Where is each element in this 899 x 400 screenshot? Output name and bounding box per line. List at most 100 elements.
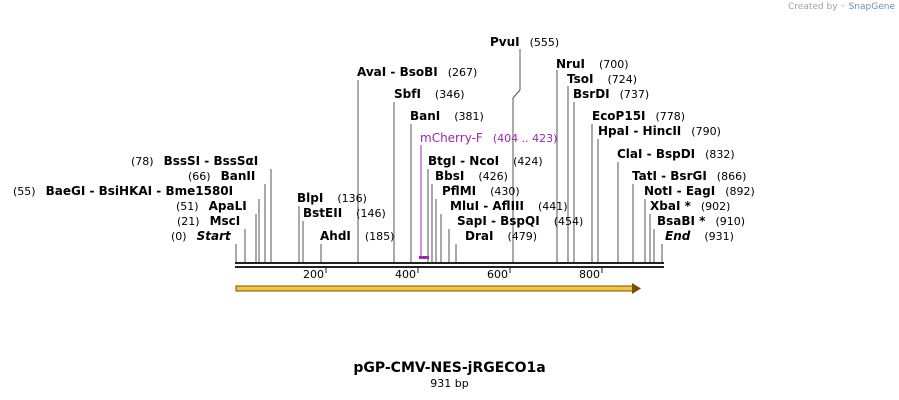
site-pos-msci: (21) (177, 215, 200, 228)
site-label-tati[interactable]: TatI - BsrGI (632, 169, 707, 183)
site-label-end[interactable]: End (665, 229, 691, 243)
svg-text:(51)ApaLI: (51) ApaLI (176, 199, 247, 213)
svg-text:(0)Start: (0) Start (171, 229, 232, 243)
site-pos-tsoi: (724) (607, 73, 637, 86)
svg-text:NruI(700): NruI (700) (556, 57, 629, 71)
site-label-bsabi[interactable]: BsaBI * (657, 214, 706, 228)
site-label-banii[interactable]: BanII (221, 169, 256, 183)
svg-text:MluI - AflIII(441): MluI - AflIII (441) (450, 199, 568, 213)
site-pos-bsrdi: (737) (620, 88, 650, 101)
plasmid-title: pGP-CMV-NES-jRGECO1a (353, 360, 546, 376)
plasmid-length: 931 bp (430, 377, 469, 390)
site-pos-ahdi: (185) (365, 230, 395, 243)
site-pos-bani: (381) (454, 110, 484, 123)
site-label-baegi[interactable]: BaeGI - BsiHKAI - Bme1580I (46, 184, 234, 198)
site-label-pvui[interactable]: PvuI (490, 35, 520, 49)
svg-text:BanI(381): BanI (381) (410, 109, 484, 123)
site-pos-pflmi: (430) (490, 185, 520, 198)
svg-text:BbsI(426): BbsI (426) (435, 169, 508, 183)
svg-text:ClaI - BspDI(832): ClaI - BspDI (832) (617, 147, 735, 161)
site-label-tsoi[interactable]: TsoI (567, 72, 593, 86)
svg-text:SapI - BspQI(454): SapI - BspQI (454) (457, 214, 583, 228)
svg-text:SbfI(346): SbfI (346) (394, 87, 465, 101)
site-pos-bsabi: (910) (715, 215, 745, 228)
svg-text:TatI - BsrGI(866): TatI - BsrGI (866) (632, 169, 746, 183)
svg-text:AhdI(185): AhdI (185) (320, 229, 394, 243)
site-pos-blpi: (136) (337, 192, 367, 205)
site-label-clai[interactable]: ClaI - BspDI (617, 147, 695, 161)
feature-range-mcherry: (404 .. 423) (493, 132, 558, 145)
site-label-ecop15i[interactable]: EcoP15I (592, 109, 646, 123)
site-pos-end: (931) (704, 230, 734, 243)
site-pos-nrui: (700) (599, 58, 629, 71)
feature-label-mcherry[interactable]: mCherry-F (420, 131, 483, 145)
svg-text:(78)BssSI - BssSαI: (78) BssSI - BssSαI (131, 154, 258, 168)
site-label-apali[interactable]: ApaLI (209, 199, 247, 213)
site-label-start[interactable]: Start (197, 229, 232, 243)
svg-text:PvuI(555): PvuI (555) (490, 35, 559, 49)
svg-text:(66)BanII: (66) BanII (188, 169, 255, 183)
feature-mcherry-box[interactable] (419, 256, 429, 259)
site-label-msci[interactable]: MscI (210, 214, 241, 228)
site-pos-sapi: (454) (554, 215, 584, 228)
tick-label-400: 400 (395, 268, 416, 281)
svg-text:(21)MscI: (21) MscI (177, 214, 240, 228)
site-pos-bbsi: (426) (478, 170, 508, 183)
site-label-pflmi[interactable]: PflMI (442, 184, 476, 198)
svg-text:BstEII(146): BstEII (146) (303, 206, 386, 220)
svg-text:EcoP15I(778): EcoP15I (778) (592, 109, 685, 123)
svg-text:HpaI - HincII(790): HpaI - HincII (790) (598, 124, 721, 138)
site-pos-banii: (66) (188, 170, 211, 183)
site-pos-hpai: (790) (691, 125, 721, 138)
svg-text:BsaBI *(910): BsaBI * (910) (657, 214, 745, 228)
site-pos-baegi: (55) (13, 185, 36, 198)
tick-label-200: 200 (303, 268, 324, 281)
site-pos-avai: (267) (448, 66, 478, 79)
svg-text:BsrDI(737): BsrDI (737) (573, 87, 649, 101)
site-label-xbai[interactable]: XbaI * (650, 199, 692, 213)
brand-name: SnapGene (848, 2, 895, 12)
site-pos-bsssi: (78) (131, 155, 154, 168)
tick-label-600: 600 (487, 268, 508, 281)
orf-arrow-head[interactable] (632, 283, 641, 294)
site-label-nrui[interactable]: NruI (556, 57, 585, 71)
site-pos-bsteii: (146) (356, 207, 386, 220)
snapgene-logo-icon: ◦ (840, 2, 846, 12)
site-pos-btgi: (424) (513, 155, 543, 168)
site-label-sbfi[interactable]: SbfI (394, 87, 421, 101)
site-pos-mlui: (441) (538, 200, 568, 213)
site-label-btgi[interactable]: BtgI - NcoI (428, 154, 499, 168)
site-pos-clai: (832) (705, 148, 735, 161)
site-label-avai[interactable]: AvaI - BsoBI (357, 65, 438, 79)
site-label-bsrdi[interactable]: BsrDI (573, 87, 610, 101)
site-pos-xbai: (902) (701, 200, 731, 213)
svg-text:NotI - EagI(892): NotI - EagI (892) (644, 184, 755, 198)
site-label-bani[interactable]: BanI (410, 109, 440, 123)
svg-text:mCherry-F(404 .. 423): mCherry-F (404 .. 423) (420, 131, 557, 145)
site-label-bsteii[interactable]: BstEII (303, 206, 342, 220)
orf-arrow-body[interactable] (235, 285, 635, 292)
site-label-bbsi[interactable]: BbsI (435, 169, 464, 183)
svg-text:BtgI - NcoI(424): BtgI - NcoI (424) (428, 154, 543, 168)
site-label-noti[interactable]: NotI - EagI (644, 184, 715, 198)
svg-text:End(931): End (931) (665, 229, 734, 243)
site-pos-ecop15i: (778) (656, 110, 686, 123)
svg-text:AvaI - BsoBI(267): AvaI - BsoBI (267) (357, 65, 477, 79)
site-label-blpi[interactable]: BlpI (297, 191, 323, 205)
site-label-bsssi[interactable]: BssSI - BssSαI (164, 154, 259, 168)
site-label-mlui[interactable]: MluI - AflIII (450, 199, 524, 213)
svg-text:BlpI(136): BlpI (136) (297, 191, 367, 205)
site-pos-drai: (479) (507, 230, 537, 243)
site-pos-tati: (866) (717, 170, 747, 183)
site-label-sapi[interactable]: SapI - BspQI (457, 214, 540, 228)
site-label-ahdi[interactable]: AhdI (320, 229, 351, 243)
brand-prefix: Created by (788, 2, 838, 12)
svg-text:DraI(479): DraI (479) (465, 229, 537, 243)
site-label-hpai[interactable]: HpaI - HincII (598, 124, 681, 138)
site-pos-start: (0) (171, 230, 187, 243)
svg-text:TsoI(724): TsoI (724) (567, 72, 637, 86)
brand-watermark: Created by ◦ SnapGene (788, 2, 895, 12)
site-label-drai[interactable]: DraI (465, 229, 493, 243)
site-pos-sbfi: (346) (435, 88, 465, 101)
